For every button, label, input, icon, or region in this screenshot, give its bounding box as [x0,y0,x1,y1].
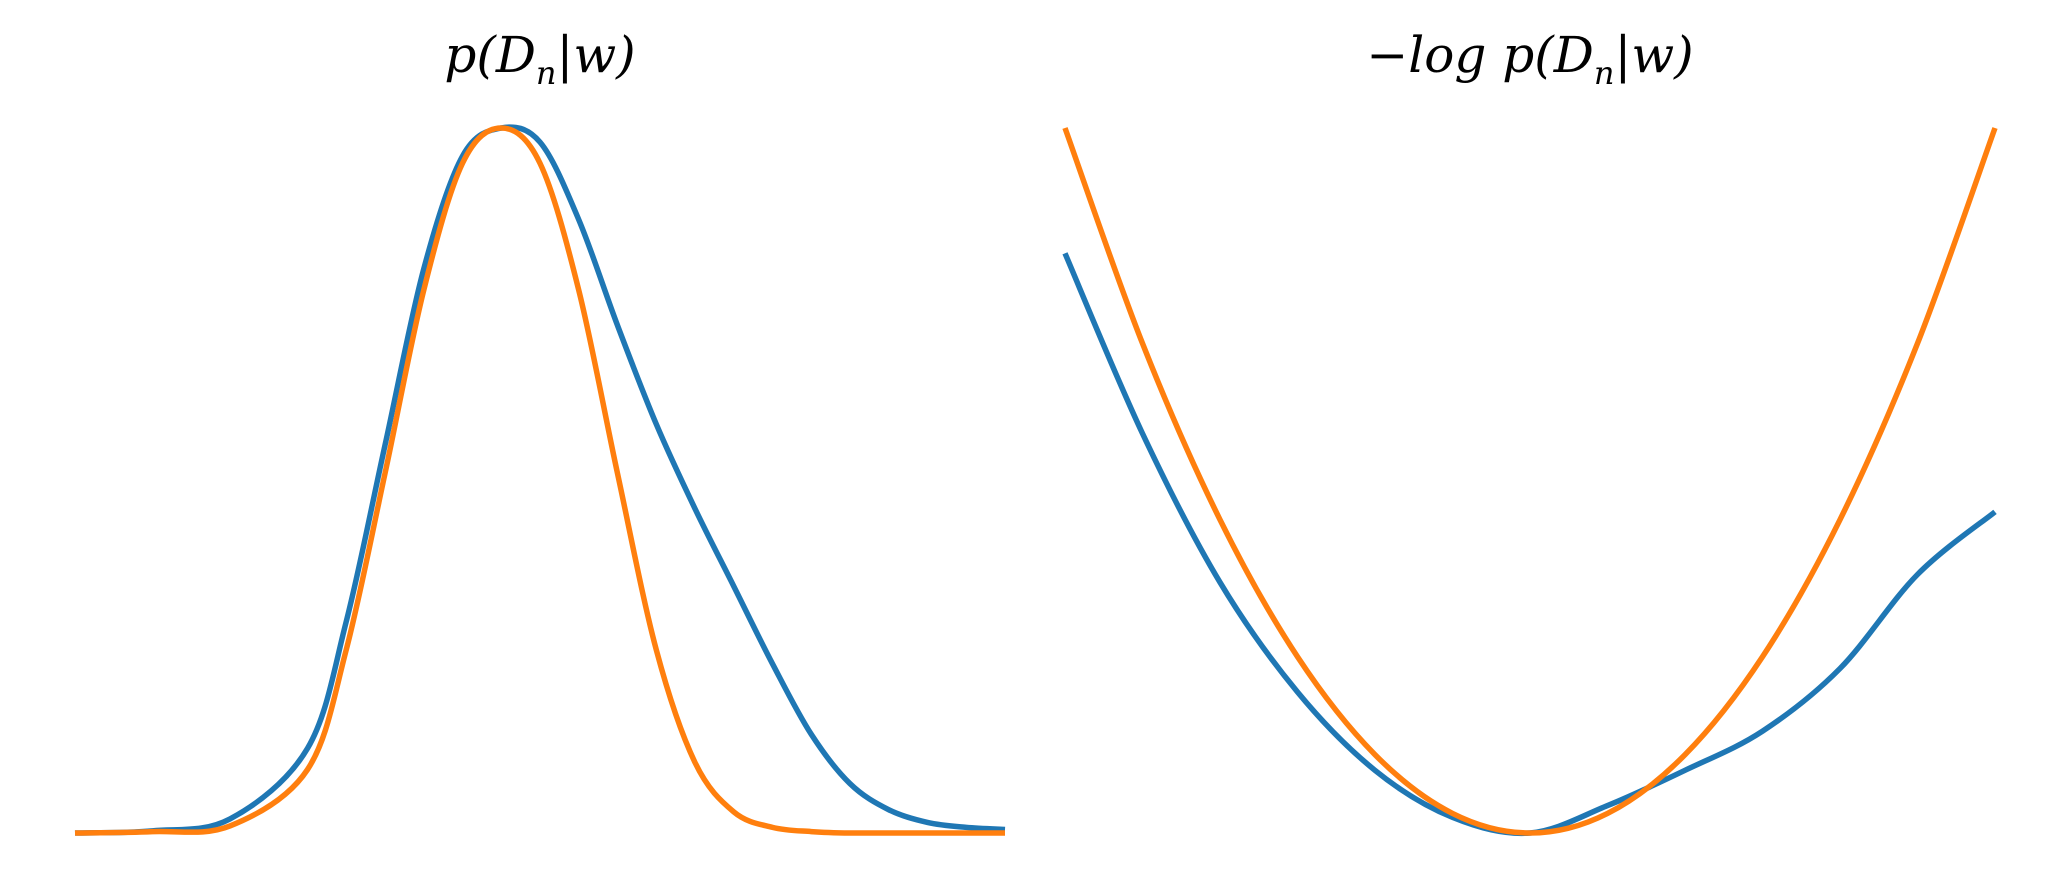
neg-log-likelihood-series-group [1062,127,1998,837]
likelihood-series-2-line [74,125,1005,836]
neg-log-likelihood-series-1-line [1062,252,1997,837]
likelihood-title: p(Dn|w) [444,26,635,92]
neg-log-likelihood-panel: −log p(Dn|w) [1062,26,1998,837]
likelihood-series-group [74,124,1006,836]
likelihood-title-subscript: n [536,54,557,92]
neg-log-likelihood-title-subscript: n [1594,54,1615,92]
neg-log-likelihood-title-main: −log p(D [1366,26,1594,84]
neg-log-likelihood-series-2-line [1062,127,1998,836]
likelihood-series-1-line [74,124,1006,836]
neg-log-likelihood-title: −log p(Dn|w) [1366,26,1693,92]
likelihood-panel: p(Dn|w) [74,26,1006,836]
neg-log-likelihood-title-rest: |w) [1614,26,1693,84]
likelihood-title-main: p(D [444,26,536,84]
likelihood-title-rest: |w) [557,26,636,84]
